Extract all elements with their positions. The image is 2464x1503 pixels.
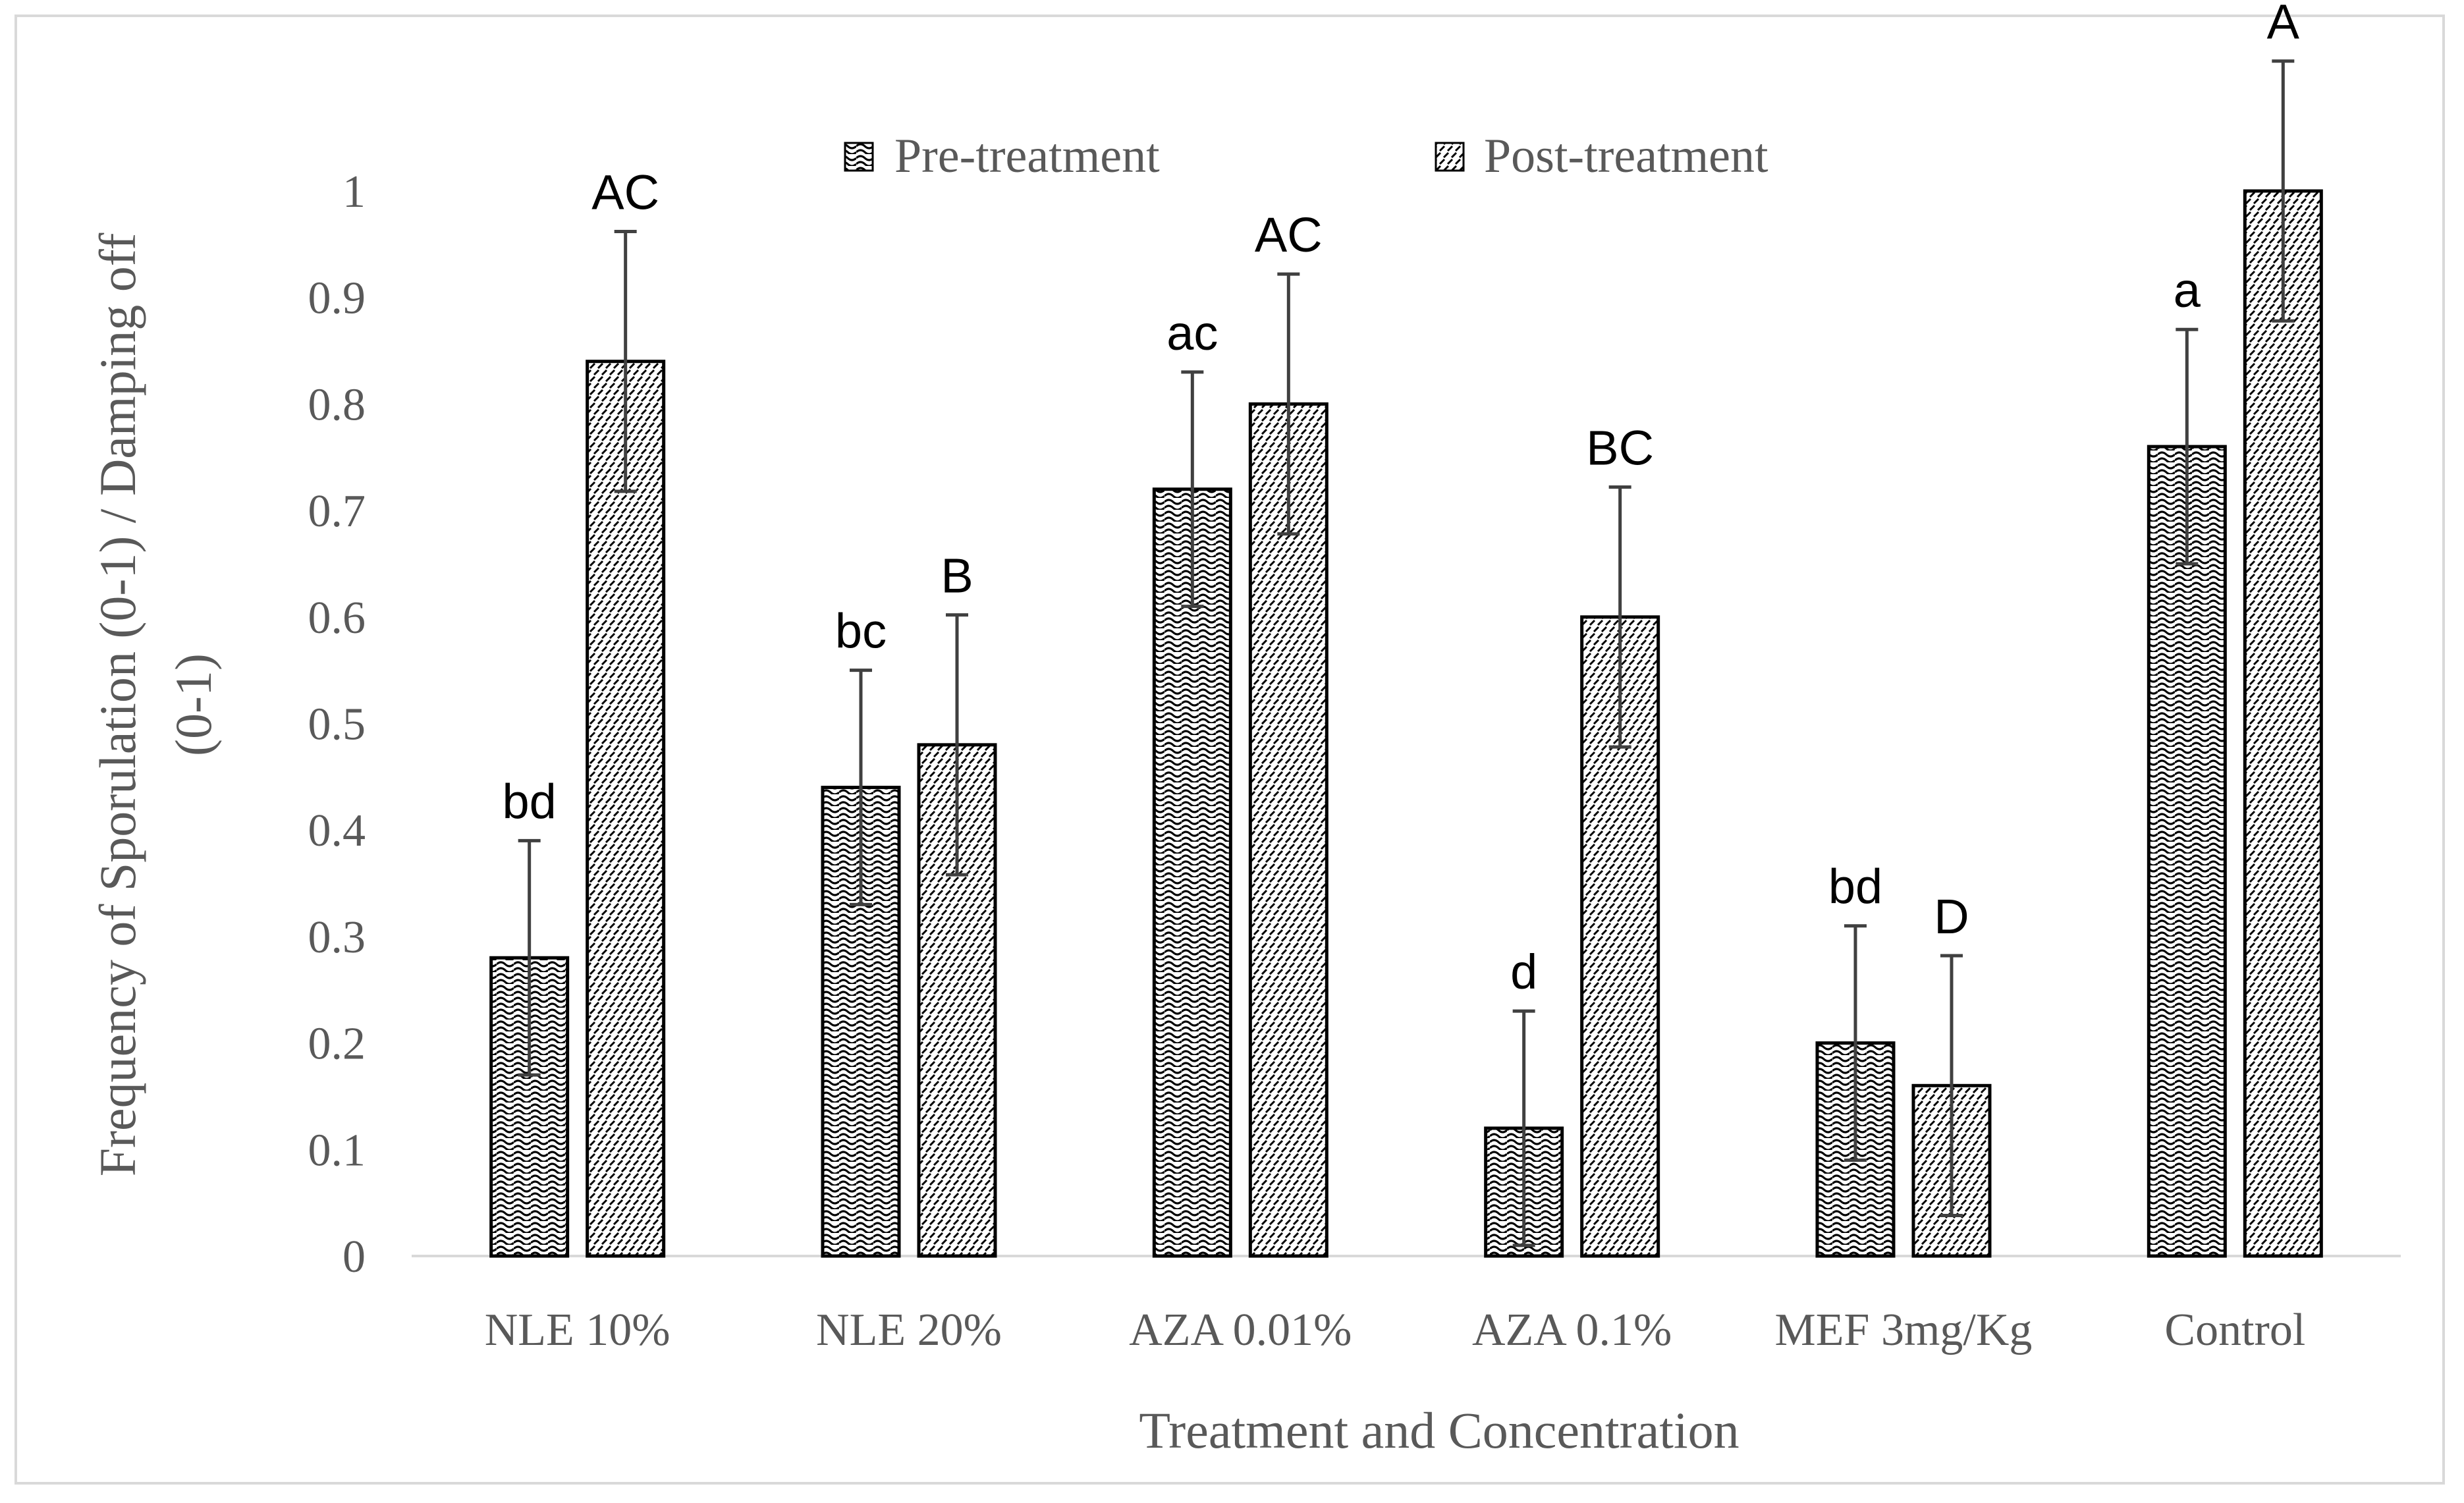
legend-swatch-pre-treatment xyxy=(844,142,874,172)
y-tick-label: 0.8 xyxy=(308,379,366,430)
bar-pre-treatment xyxy=(2147,445,2227,1258)
y-tick-label: 0 xyxy=(342,1232,366,1282)
significance-label: bd xyxy=(503,774,557,829)
y-tick-label: 0.9 xyxy=(308,273,366,324)
plot-area: 0 0.1 0.2 0.3 0.4 0.5 0.6 0.7 0.8 0.9 1 NLE 10% NLE … xyxy=(308,0,2401,1355)
significance-label: AC xyxy=(591,165,659,219)
y-tick-label: 0.1 xyxy=(308,1125,366,1176)
significance-label: A xyxy=(2267,0,2300,49)
x-tick-label: AZA 0.1% xyxy=(1472,1305,1672,1355)
significance-label: ac xyxy=(1166,306,1218,360)
legend-swatch-post-treatment xyxy=(1435,142,1465,172)
legend: Pre-treatment Post-treatment xyxy=(844,129,1768,183)
y-axis-title-line1: Frequency of Sporulation (0-1) / Damping… xyxy=(89,233,146,1177)
y-tick-label: 0.5 xyxy=(308,699,366,750)
x-tick-label: NLE 10% xyxy=(485,1305,671,1355)
x-tick-label: NLE 20% xyxy=(816,1305,1002,1355)
x-tick-label: AZA 0.01% xyxy=(1129,1305,1352,1355)
y-tick-label: 0.7 xyxy=(308,486,366,537)
significance-label: d xyxy=(1510,944,1537,999)
x-tick-label: Control xyxy=(2164,1305,2305,1355)
legend-label-pre-treatment: Pre-treatment xyxy=(894,129,1160,183)
bar-post-treatment xyxy=(2243,189,2323,1258)
y-tick-label: 0.2 xyxy=(308,1019,366,1070)
x-tick-label: MEF 3mg/Kg xyxy=(1775,1305,2033,1355)
significance-label: D xyxy=(1934,889,1969,944)
y-tick-label: 1 xyxy=(342,167,366,217)
significance-label: a xyxy=(2174,263,2201,317)
y-tick-label: 0.4 xyxy=(308,806,366,856)
bar-post-treatment xyxy=(1248,402,1328,1258)
significance-label: B xyxy=(941,549,973,603)
x-axis-title: Treatment and Concentration xyxy=(1139,1402,1739,1459)
significance-label: bd xyxy=(1828,860,1882,914)
bar-pre-treatment xyxy=(1152,487,1232,1258)
significance-label: bc xyxy=(835,604,887,659)
y-tick-label: 0.3 xyxy=(308,912,366,963)
significance-label: AC xyxy=(1255,207,1323,262)
y-axis-title-line2: (0-1) xyxy=(165,653,222,756)
y-tick-label: 0.6 xyxy=(308,593,366,643)
legend-label-post-treatment: Post-treatment xyxy=(1484,129,1768,183)
significance-label: BC xyxy=(1586,421,1654,476)
bar-post-treatment xyxy=(586,360,666,1258)
